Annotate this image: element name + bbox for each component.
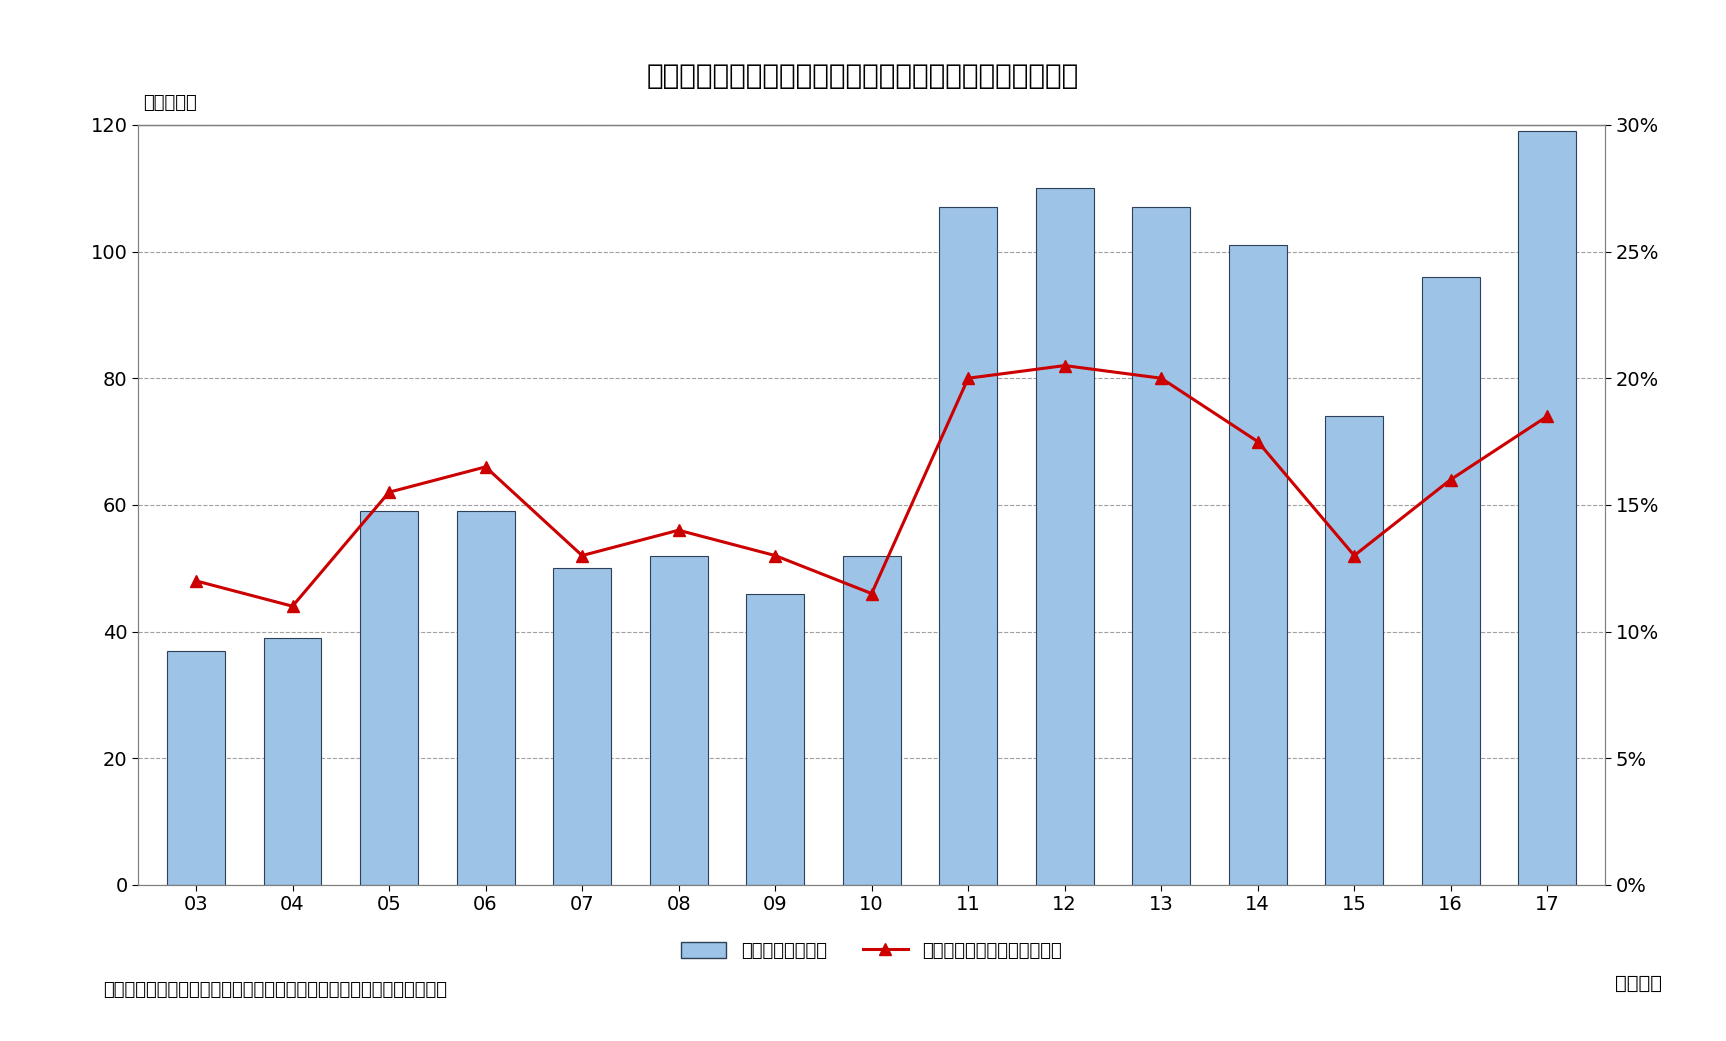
- Text: （資料）アニュアル・レポートからニッセイ基礎研究所　（筆者）作成: （資料）アニュアル・レポートからニッセイ基礎研究所 （筆者）作成: [104, 982, 447, 999]
- Bar: [1422, 277, 1479, 885]
- Bar: [842, 556, 901, 885]
- Bar: [939, 207, 998, 885]
- Bar: [552, 568, 611, 885]
- Legend: 設備投資（左軸）, 売上高設備投資比率（右軸）: 設備投資（左軸）, 売上高設備投資比率（右軸）: [673, 935, 1070, 967]
- Bar: [1132, 207, 1191, 885]
- Text: （億ドル）: （億ドル）: [143, 95, 197, 112]
- Bar: [361, 511, 418, 885]
- Bar: [1326, 416, 1383, 885]
- Bar: [1229, 246, 1286, 885]
- Bar: [167, 651, 224, 885]
- Text: 図表１　インテル：設備投資、売上高設備投資比率の推移: 図表１ インテル：設備投資、売上高設備投資比率の推移: [647, 62, 1079, 91]
- Text: （暦年）: （暦年）: [1616, 973, 1662, 992]
- Bar: [264, 638, 321, 885]
- Bar: [746, 593, 804, 885]
- Bar: [1519, 131, 1576, 885]
- Bar: [457, 511, 514, 885]
- Bar: [1036, 188, 1094, 885]
- Bar: [649, 556, 708, 885]
